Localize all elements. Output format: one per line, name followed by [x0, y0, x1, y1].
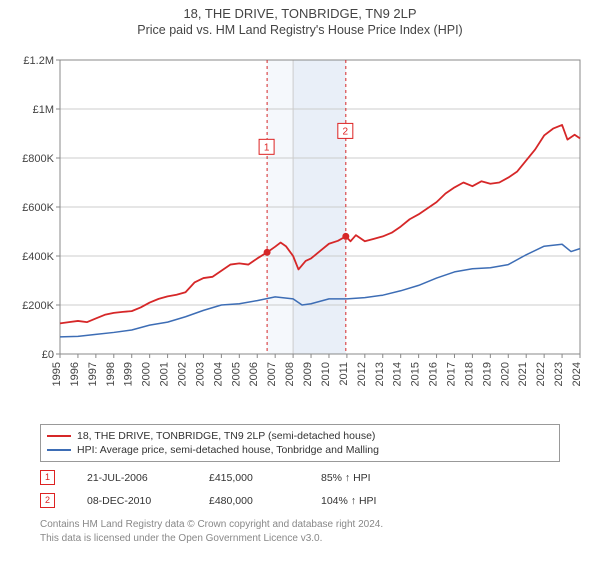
svg-text:2022: 2022 [535, 362, 547, 386]
svg-text:£400K: £400K [22, 251, 54, 263]
tx-pct: 85% ↑ HPI [321, 472, 411, 484]
svg-text:2021: 2021 [517, 362, 529, 386]
legend: 18, THE DRIVE, TONBRIDGE, TN9 2LP (semi-… [40, 424, 560, 462]
svg-text:2015: 2015 [410, 362, 422, 386]
svg-text:2012: 2012 [356, 362, 368, 386]
svg-text:£200K: £200K [22, 300, 54, 312]
page-subtitle: Price paid vs. HM Land Registry's House … [0, 23, 600, 37]
svg-text:2009: 2009 [302, 362, 314, 386]
tx-date: 21-JUL-2006 [87, 472, 177, 484]
svg-text:2008: 2008 [284, 362, 296, 386]
legend-swatch-hpi [47, 449, 71, 451]
footnote-line: This data is licensed under the Open Gov… [40, 532, 383, 546]
table-row: 2 08-DEC-2010 £480,000 104% ↑ HPI [40, 489, 411, 512]
legend-label: HPI: Average price, semi-detached house,… [77, 444, 379, 456]
svg-text:2018: 2018 [463, 362, 475, 386]
table-row: 1 21-JUL-2006 £415,000 85% ↑ HPI [40, 466, 411, 489]
svg-text:2010: 2010 [320, 362, 332, 386]
chart-area: £0 £200K £400K £600K £800K £1M £1.2M 1995 1996 19… [12, 54, 588, 414]
svg-text:2: 2 [343, 126, 349, 137]
svg-text:2000: 2000 [141, 362, 153, 386]
legend-row-property: 18, THE DRIVE, TONBRIDGE, TN9 2LP (semi-… [47, 429, 553, 443]
svg-text:2006: 2006 [248, 362, 260, 386]
svg-text:£800K: £800K [22, 153, 54, 165]
footnote: Contains HM Land Registry data © Crown c… [40, 518, 383, 545]
svg-text:1: 1 [264, 142, 270, 153]
svg-text:2019: 2019 [481, 362, 493, 386]
svg-text:1996: 1996 [69, 362, 81, 386]
svg-text:£600K: £600K [22, 202, 54, 214]
svg-text:2007: 2007 [266, 362, 278, 386]
footnote-line: Contains HM Land Registry data © Crown c… [40, 518, 383, 532]
svg-text:2004: 2004 [212, 362, 224, 386]
legend-row-hpi: HPI: Average price, semi-detached house,… [47, 443, 553, 457]
svg-text:1999: 1999 [123, 362, 135, 386]
svg-text:2011: 2011 [338, 362, 350, 386]
svg-text:£1M: £1M [33, 104, 54, 116]
svg-text:2017: 2017 [445, 362, 457, 386]
transactions-table: 1 21-JUL-2006 £415,000 85% ↑ HPI 2 08-DE… [40, 466, 411, 512]
marker-icon: 2 [40, 493, 55, 508]
svg-text:£0: £0 [42, 349, 54, 361]
legend-swatch-property [47, 435, 71, 437]
tx-pct: 104% ↑ HPI [321, 495, 411, 507]
svg-text:2024: 2024 [571, 362, 583, 386]
marker-icon: 1 [40, 470, 55, 485]
svg-text:2014: 2014 [392, 362, 404, 386]
tx-price: £480,000 [209, 495, 289, 507]
chart-container: 18, THE DRIVE, TONBRIDGE, TN9 2LP Price … [0, 6, 600, 566]
svg-text:2016: 2016 [428, 362, 440, 386]
legend-label: 18, THE DRIVE, TONBRIDGE, TN9 2LP (semi-… [77, 430, 375, 442]
tx-date: 08-DEC-2010 [87, 495, 177, 507]
svg-text:2001: 2001 [159, 362, 171, 386]
svg-text:2005: 2005 [230, 362, 242, 386]
svg-text:2003: 2003 [194, 362, 206, 386]
svg-text:2013: 2013 [374, 362, 386, 386]
tx-price: £415,000 [209, 472, 289, 484]
svg-text:1998: 1998 [105, 362, 117, 386]
chart-svg: £0 £200K £400K £600K £800K £1M £1.2M 1995 1996 19… [12, 54, 588, 414]
svg-text:1997: 1997 [87, 362, 99, 386]
svg-text:2002: 2002 [177, 362, 189, 386]
svg-text:2020: 2020 [499, 362, 511, 386]
page-title: 18, THE DRIVE, TONBRIDGE, TN9 2LP [0, 6, 600, 21]
svg-text:1995: 1995 [51, 362, 63, 386]
svg-text:2023: 2023 [553, 362, 565, 386]
svg-text:£1.2M: £1.2M [23, 55, 54, 67]
